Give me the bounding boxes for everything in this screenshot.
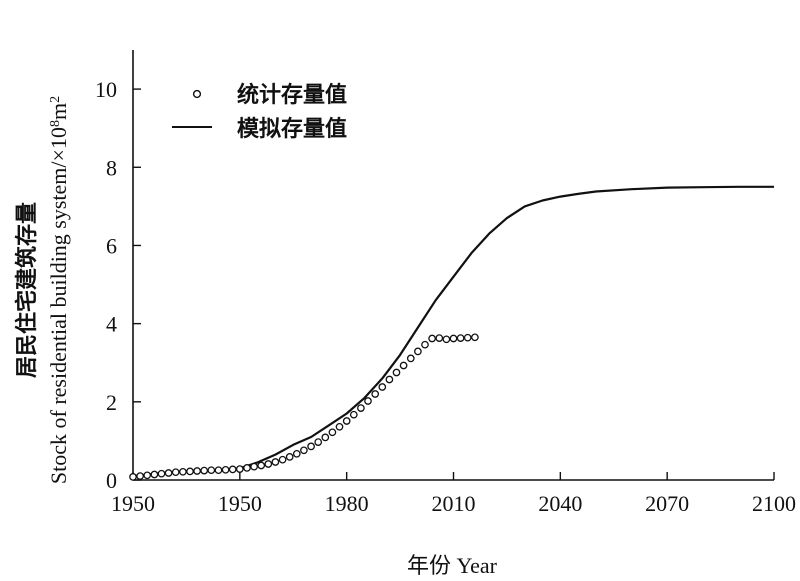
y-axis-title-en: Stock of residential building system/×10… <box>46 96 71 484</box>
statistical-stock-point <box>179 467 187 476</box>
statistical-stock-point <box>292 449 301 458</box>
y-tick-label: 8 <box>106 155 117 180</box>
statistical-stock-point <box>164 469 173 477</box>
statistical-stock-point <box>364 397 372 405</box>
y-axis-title-cn: 居民住宅建筑存量 <box>14 202 39 378</box>
legend-marker-statistical <box>192 89 202 99</box>
statistical-stock-point <box>456 334 465 342</box>
statistical-stock-point <box>307 442 315 451</box>
x-tick-label: 1950 <box>111 491 155 516</box>
x-tick-label: 1980 <box>325 491 369 516</box>
y-tick-label: 2 <box>106 390 117 415</box>
simulated-stock-series <box>132 185 774 478</box>
y-axis-title: 居民住宅建筑存量 <box>14 202 39 378</box>
statistical-stock-point <box>129 473 137 481</box>
statistical-stock-point <box>257 461 266 470</box>
statistical-stock-point <box>357 404 365 412</box>
statistical-stock-series <box>129 333 479 481</box>
statistical-stock-point <box>428 334 436 343</box>
x-tick-label: 2010 <box>432 491 476 516</box>
statistical-stock-point <box>399 361 408 370</box>
statistical-stock-point <box>414 347 422 356</box>
statistical-stock-point <box>342 417 351 425</box>
statistical-stock-point <box>449 334 458 343</box>
statistical-stock-point <box>335 422 344 431</box>
statistical-stock-point <box>214 466 223 475</box>
x-tick-label: 2040 <box>538 491 582 516</box>
y-tick-label: 4 <box>106 312 117 337</box>
legend-label-statistical: 统计存量值 <box>237 82 347 108</box>
y-tick-label: 6 <box>106 233 117 258</box>
statistical-stock-point <box>186 467 194 476</box>
statistical-stock-point <box>228 465 237 474</box>
statistical-stock-point <box>278 455 287 464</box>
x-tick-label: 2070 <box>645 491 689 516</box>
y-tick-label: 0 <box>106 468 117 493</box>
statistical-stock-point <box>328 428 337 437</box>
y-axis-unit: ×10 <box>46 127 71 161</box>
statistical-stock-point <box>406 354 415 363</box>
statistical-stock-point <box>271 458 280 466</box>
statistical-stock-point <box>378 383 387 391</box>
statistical-stock-point <box>442 335 451 344</box>
statistical-stock-point <box>250 462 258 471</box>
x-ticks: 1950 1950 1980 2010 2040 2070 2100 <box>111 472 796 516</box>
statistical-stock-point <box>157 469 166 478</box>
y-ticks: 0 2 4 6 8 10 <box>95 77 141 493</box>
statistical-stock-point <box>235 465 244 473</box>
statistical-stock-point <box>463 333 472 342</box>
statistical-stock-point <box>150 470 159 479</box>
simulated-stock-line <box>132 185 774 478</box>
statistical-stock-point <box>264 460 273 468</box>
legend-label-simulated: 模拟存量值 <box>237 116 347 142</box>
y-tick-label: 10 <box>95 77 117 102</box>
legend: 统计存量值 模拟存量值 <box>172 82 347 142</box>
statistical-stock-point <box>392 368 401 377</box>
statistical-stock-point <box>136 472 144 480</box>
statistical-stock-point <box>385 375 394 384</box>
axes <box>132 50 774 481</box>
x-axis-title: 年份 Year <box>407 553 498 578</box>
y-axis-unit-sup: 8 <box>48 120 63 127</box>
statistical-stock-point <box>193 467 201 475</box>
statistical-stock-point <box>300 446 308 455</box>
y-axis-title-en-text: Stock of residential building system/ <box>46 161 71 485</box>
statistical-stock-point <box>171 468 180 477</box>
statistical-stock-point <box>285 453 294 461</box>
statistical-stock-point <box>371 390 380 398</box>
statistical-stock-point <box>314 438 323 446</box>
y-axis-unit-sup2: 2 <box>48 96 63 103</box>
statistical-stock-point <box>243 464 251 472</box>
x-tick-label: 2100 <box>752 491 796 516</box>
statistical-stock-point <box>421 340 429 349</box>
x-tick-label: 1950 <box>218 491 262 516</box>
statistical-stock-point <box>349 410 358 419</box>
y-axis-unit-suffix: m <box>46 103 71 120</box>
statistical-stock-point <box>471 333 479 342</box>
statistical-stock-point <box>200 466 209 475</box>
statistical-stock-point <box>321 433 330 442</box>
statistical-stock-point <box>435 334 444 342</box>
statistical-stock-point <box>221 465 230 474</box>
svg-text:Stock of residential building: Stock of residential building system/×10… <box>46 96 71 484</box>
statistical-stock-point <box>143 471 152 480</box>
statistical-stock-point <box>207 466 216 475</box>
